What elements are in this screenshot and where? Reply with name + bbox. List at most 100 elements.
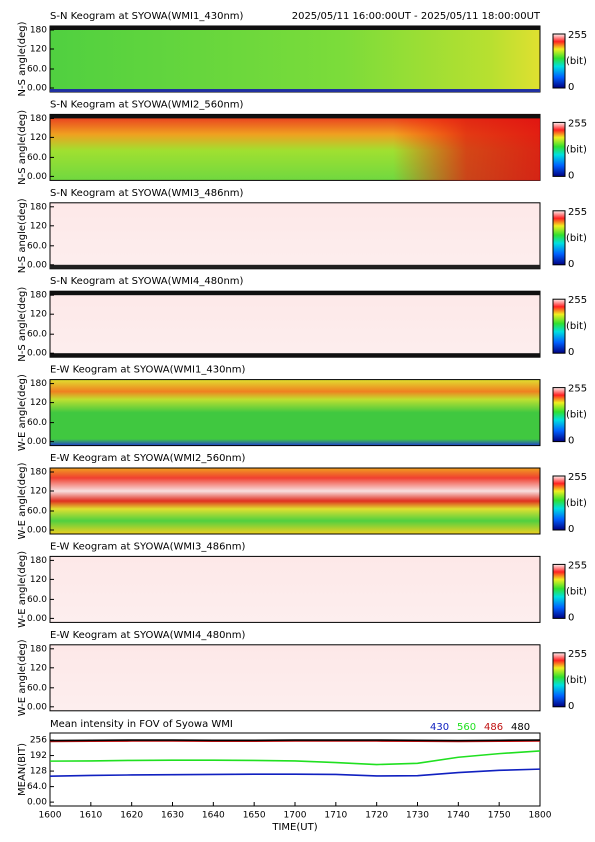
colorbar-label: 0 — [568, 701, 574, 712]
keogram-edge — [50, 89, 540, 92]
colorbar-label: 255 — [568, 207, 587, 218]
colorbar-label: 0 — [568, 436, 574, 447]
keogram-image — [49, 379, 541, 447]
y-tick-label: 60.0 — [27, 418, 47, 428]
panel-title: S-N Keogram at SYOWA(WMI3_486nm) — [50, 188, 244, 199]
keogram-image — [49, 467, 541, 535]
colorbar-label: (bit) — [566, 410, 587, 421]
header-title: S-N Keogram at SYOWA(WMI1_430nm) — [50, 11, 244, 22]
keogram-edge — [50, 353, 540, 358]
panel-title: E-W Keogram at SYOWA(WMI3_486nm) — [50, 541, 246, 552]
keogram-image — [49, 25, 541, 93]
x-tick-label: 1620 — [120, 811, 143, 821]
y-tick-label: 120 — [30, 663, 47, 673]
y-tick-label: 60.0 — [27, 507, 47, 517]
y-tick-label: 180 — [30, 644, 47, 654]
chart-title: Mean intensity in FOV of Syowa WMI — [50, 719, 233, 730]
keogram-image — [49, 290, 541, 358]
colorbar-label: 0 — [568, 612, 574, 623]
y-tick-label: 120 — [30, 45, 47, 55]
y-tick-label: 128 — [30, 767, 47, 777]
keogram-edge — [50, 264, 540, 269]
x-tick-label: 1640 — [202, 811, 225, 821]
colorbar — [552, 210, 566, 266]
colorbar-label: (bit) — [566, 144, 587, 155]
y-tick-label: 120 — [30, 221, 47, 231]
y-tick-label: 120 — [30, 398, 47, 408]
colorbar-label: (bit) — [566, 56, 587, 67]
y-tick-label: 64.0 — [27, 782, 47, 792]
y-axis-label: N-S angle(deg) — [17, 287, 28, 362]
x-tick-label: 1650 — [243, 811, 266, 821]
legend-entry: 480 — [511, 722, 530, 733]
colorbar — [552, 121, 566, 177]
colorbar — [552, 298, 566, 354]
colorbar-label: 255 — [568, 472, 587, 483]
colorbar-label: 255 — [568, 118, 587, 129]
y-tick-label: 60.0 — [27, 683, 47, 693]
y-axis-label: N-S angle(deg) — [17, 198, 28, 273]
colorbar-label: 0 — [568, 170, 574, 181]
y-axis-label: W-E angle(deg) — [17, 374, 28, 451]
y-tick-label: 180 — [30, 556, 47, 566]
colorbar-label: 255 — [568, 560, 587, 571]
colorbar — [552, 475, 566, 531]
y-tick-label: 0.00 — [27, 172, 47, 182]
y-tick-label: 0.00 — [27, 84, 47, 94]
y-tick-label: 0.00 — [27, 702, 47, 712]
y-tick-label: 60.0 — [27, 153, 47, 163]
y-tick-label: 256 — [30, 736, 47, 746]
colorbar-label: (bit) — [566, 233, 587, 244]
keogram-edge — [50, 291, 540, 296]
plot-area — [49, 732, 541, 807]
x-tick-label: 1720 — [365, 811, 388, 821]
legend-entry: 430 — [430, 722, 449, 733]
colorbar — [552, 33, 566, 89]
x-tick-label: 1610 — [79, 811, 102, 821]
keogram-edge — [50, 26, 540, 30]
colorbar-label: (bit) — [566, 586, 587, 597]
legend-entry: 560 — [457, 722, 476, 733]
x-tick-label: 1740 — [447, 811, 470, 821]
series-line — [49, 768, 541, 777]
colorbar-label: 255 — [568, 384, 587, 395]
y-tick-label: 120 — [30, 575, 47, 585]
panel-title: E-W Keogram at SYOWA(WMI1_430nm) — [50, 365, 246, 376]
panel-title: S-N Keogram at SYOWA(WMI4_480nm) — [50, 276, 244, 287]
panel-title: E-W Keogram at SYOWA(WMI4_480nm) — [50, 630, 246, 641]
y-axis-label: N-S angle(deg) — [17, 110, 28, 185]
colorbar-label: 0 — [568, 524, 574, 535]
y-axis-label: W-E angle(deg) — [17, 462, 28, 539]
y-tick-label: 0.00 — [27, 526, 47, 536]
y-tick-label: 0.00 — [27, 260, 47, 270]
colorbar-label: 255 — [568, 30, 587, 41]
keogram-image — [49, 202, 541, 270]
colorbar-label: 0 — [568, 259, 574, 270]
x-tick-label: 1710 — [324, 811, 347, 821]
y-tick-label: 180 — [30, 26, 47, 36]
colorbar-label: (bit) — [566, 321, 587, 332]
x-tick-label: 1700 — [284, 811, 307, 821]
y-tick-label: 0.00 — [27, 798, 47, 808]
colorbar-label: 255 — [568, 649, 587, 660]
x-axis-label: TIME(UT) — [271, 822, 317, 833]
y-tick-label: 120 — [30, 310, 47, 320]
y-tick-label: 0.00 — [27, 437, 47, 447]
keogram-image — [49, 644, 541, 712]
colorbar-label: (bit) — [566, 498, 587, 509]
colorbar-label: 0 — [568, 347, 574, 358]
y-tick-label: 60.0 — [27, 65, 47, 75]
keogram-overlay — [50, 114, 540, 181]
panel-title: E-W Keogram at SYOWA(WMI2_560nm) — [50, 453, 246, 464]
y-axis-label: N-S angle(deg) — [17, 21, 28, 96]
y-tick-label: 180 — [30, 468, 47, 478]
x-tick-label: 1750 — [488, 811, 511, 821]
y-axis-label: W-E angle(deg) — [17, 639, 28, 716]
y-axis-label: W-E angle(deg) — [17, 551, 28, 628]
y-tick-label: 120 — [30, 487, 47, 497]
y-tick-label: 0.00 — [27, 614, 47, 624]
y-axis-label: MEAN(BIT) — [17, 743, 28, 796]
panel-title: S-N Keogram at SYOWA(WMI2_560nm) — [50, 99, 244, 110]
y-tick-label: 60.0 — [27, 241, 47, 251]
